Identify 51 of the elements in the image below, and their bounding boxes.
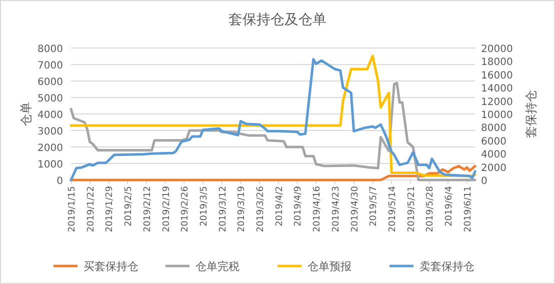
x-tick-label: 2019/3/19: [237, 186, 248, 232]
y2-tick-label: 16000: [481, 70, 513, 82]
y-tick-label: 7000: [38, 60, 63, 72]
y-tick-label: 4000: [38, 110, 63, 121]
x-tick-label: 2019/4/2: [274, 186, 285, 226]
x-tick-label: 2019/5/21: [406, 186, 417, 232]
y2-axis-title: 套保持仓: [524, 90, 538, 138]
y-tick-label: 0: [56, 176, 63, 187]
x-tick-label: 2019/6/11: [463, 186, 474, 232]
chart-title: 套保持仓及仓单: [228, 12, 326, 28]
legend-label: 仓单完税: [196, 260, 240, 273]
x-tick-label: 2019/1/22: [86, 186, 96, 232]
x-tick-label: 2019/5/7: [369, 186, 380, 226]
y-tick-label: 8000: [38, 44, 63, 55]
x-tick-label: 2019/4/30: [350, 186, 360, 232]
x-tick-label: 2019/1/29: [105, 186, 116, 232]
y2-tick-label: 6000: [481, 136, 506, 148]
y2-tick-label: 0: [481, 176, 488, 187]
y2-tick-label: 8000: [481, 123, 506, 134]
x-tick-label: 2019/4/9: [294, 186, 304, 226]
x-tick-label: 2019/5/14: [388, 186, 398, 232]
x-tick-label: 2019/3/5: [199, 186, 210, 226]
x-tick-label: 2019/4/23: [331, 186, 342, 232]
y2-tick-label: 18000: [481, 57, 513, 68]
x-tick-label: 2019/5/28: [426, 186, 436, 232]
y-tick-label: 3000: [38, 126, 63, 138]
x-tick-label: 2019/1/15: [68, 186, 78, 232]
x-tick-label: 2019/6/4: [444, 186, 455, 226]
y-tick-label: 6000: [38, 77, 63, 88]
y2-tick-label: 20000: [481, 44, 513, 55]
y2-tick-label: 4000: [481, 150, 506, 161]
x-tick-label: 2019/2/12: [142, 186, 153, 232]
y2-tick-label: 2000: [481, 162, 506, 174]
legend-label: 买套保持仓: [84, 260, 138, 273]
x-tick-label: 2019/3/12: [218, 186, 228, 232]
y2-tick-label: 12000: [481, 96, 513, 108]
y2-tick-label: 10000: [481, 110, 513, 121]
y2-tick-label: 14000: [481, 84, 513, 95]
x-tick-label: 2019/2/19: [162, 186, 172, 232]
legend-label: 仓单预报: [308, 260, 352, 273]
x-tick-label: 2019/3/26: [256, 186, 266, 232]
y-tick-label: 1000: [38, 160, 63, 170]
y-tick-label: 5000: [38, 94, 63, 104]
y-axis-title: 仓单: [19, 102, 33, 126]
x-tick-label: 2019/2/26: [180, 186, 191, 232]
line-series: [70, 164, 476, 182]
y-tick-label: 2000: [38, 143, 63, 154]
legend-label: 卖套保持仓: [420, 260, 474, 273]
line-series: [70, 82, 476, 182]
x-tick-label: 2019/4/16: [312, 186, 323, 232]
x-tick-label: 2019/2/5: [124, 186, 134, 226]
